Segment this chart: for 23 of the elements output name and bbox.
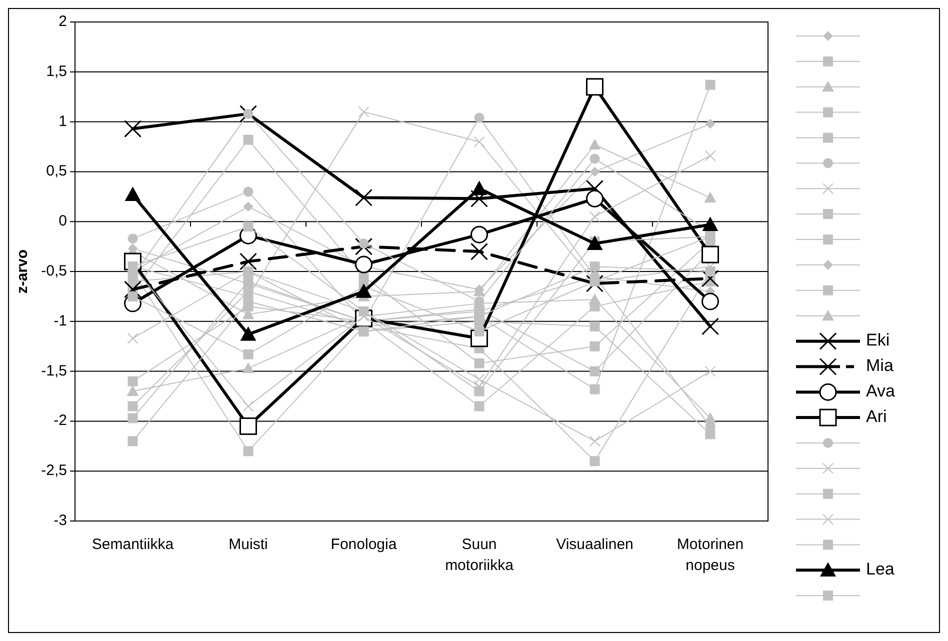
y-tick-label: 1,5	[46, 62, 67, 80]
y-axis-title: z-arvo	[14, 249, 31, 294]
x-tick-label: Motorinen nopeus	[676, 536, 744, 574]
legend-label: Eki	[866, 330, 890, 350]
legend-label: Ari	[866, 407, 887, 426]
legend-label: Lea	[866, 560, 895, 579]
y-tick-label: -1,5	[41, 362, 67, 380]
x-tick-label: Visuaalinen	[556, 536, 634, 553]
x-tick-label: Suun motoriikka	[445, 536, 514, 574]
legend-label: Mia	[866, 356, 894, 376]
y-tick-label: 0,5	[46, 162, 67, 180]
y-tick-label: 1	[58, 112, 67, 130]
y-tick-label: -1	[54, 312, 67, 330]
y-tick-label: 2	[58, 12, 67, 30]
y-tick-label: -2,5	[41, 462, 67, 480]
y-tick-label: -2	[54, 412, 67, 430]
y-tick-label: -3	[54, 512, 67, 529]
x-tick-label: Fonologia	[330, 536, 398, 553]
y-tick-label: 0	[58, 212, 67, 230]
y-tick-label: -0,5	[41, 262, 67, 280]
legend-label: Ava	[866, 382, 896, 401]
x-tick-label: Muisti	[228, 536, 268, 553]
x-tick-label: Semantiikka	[92, 536, 174, 553]
